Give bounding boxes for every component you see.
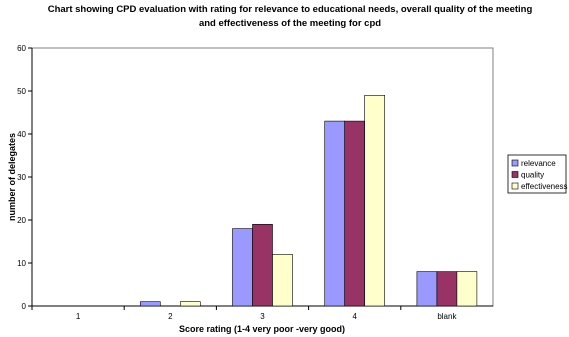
legend-swatch-relevance xyxy=(511,159,519,167)
legend-label-relevance: relevance xyxy=(521,159,556,168)
bar-effectiveness xyxy=(272,254,293,307)
legend-label-quality: quality xyxy=(521,171,544,180)
bar-quality xyxy=(436,271,458,307)
x-tick-label: 2 xyxy=(168,312,173,321)
bar-effectiveness xyxy=(364,95,386,307)
legend-swatch-quality xyxy=(511,171,519,178)
bar-quality xyxy=(252,224,273,307)
y-tick-label: 20 xyxy=(17,216,26,225)
x-tick-label: 3 xyxy=(260,312,265,321)
bar-relevance xyxy=(140,301,161,307)
plot-area: 0 10 20 30 40 50 60 1 2 3 4 blank xyxy=(17,44,494,321)
bar-quality xyxy=(344,120,366,307)
y-tick-label: 50 xyxy=(17,87,26,96)
chart-title: Chart showing CPD evaluation with rating… xyxy=(47,4,533,29)
x-tick-label: 1 xyxy=(76,312,81,321)
bar-relevance xyxy=(416,271,438,307)
y-tick-label: 60 xyxy=(17,44,26,53)
legend-swatch-effectiveness xyxy=(511,182,519,190)
bar-relevance xyxy=(232,228,253,307)
legend: relevance quality effectiveness xyxy=(507,154,568,194)
y-tick-label: 10 xyxy=(17,259,26,268)
bar-relevance xyxy=(324,120,346,307)
bar-effectiveness xyxy=(180,301,201,307)
y-tick-label: 30 xyxy=(17,173,26,182)
x-tick-label: 4 xyxy=(352,312,357,321)
x-axis-label: Score rating (1-4 very poor -very good) xyxy=(179,324,345,334)
x-tick-label: blank xyxy=(437,312,457,321)
bar-effectiveness xyxy=(456,271,478,307)
y-tick-label: 0 xyxy=(22,302,27,311)
y-axis-label: number of delegates xyxy=(7,133,17,221)
y-tick-label: 40 xyxy=(17,130,26,139)
legend-label-effectiveness: effectiveness xyxy=(521,182,568,191)
